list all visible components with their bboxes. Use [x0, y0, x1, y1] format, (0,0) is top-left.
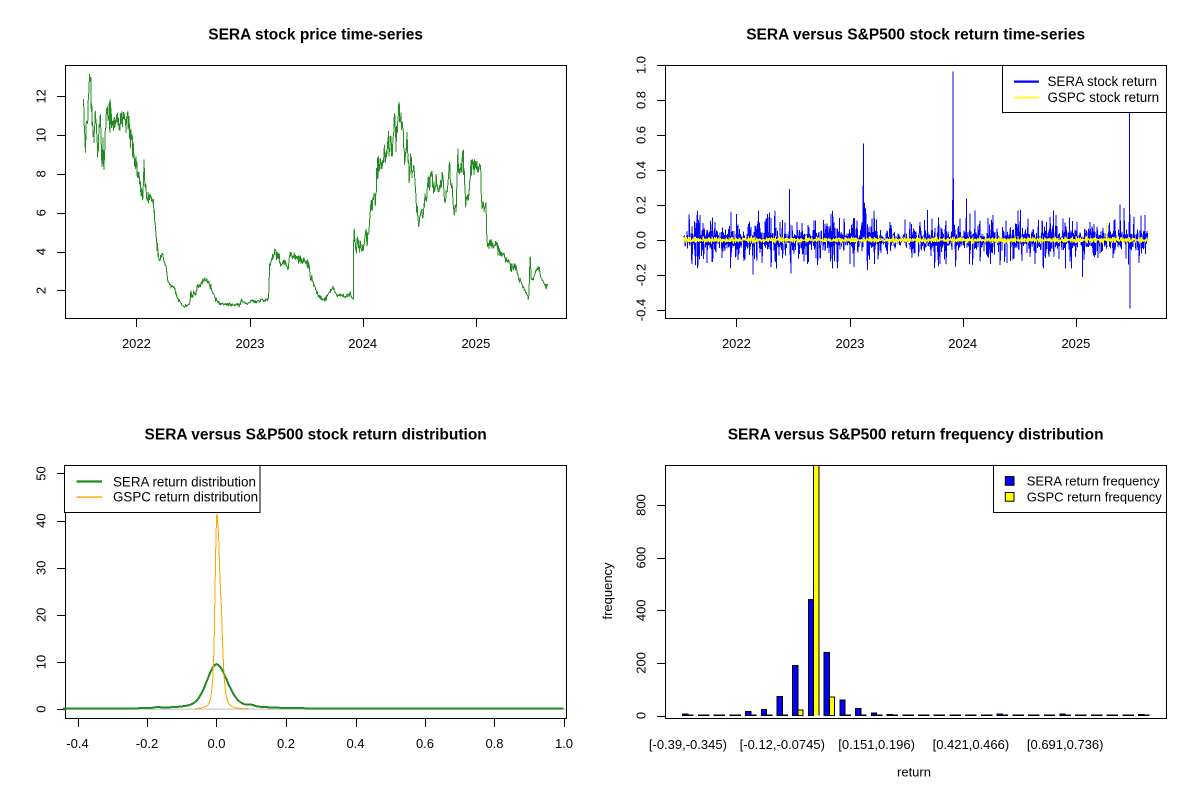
svg-text:10: 10: [33, 128, 48, 142]
svg-text:[-0.39,-0.345): [-0.39,-0.345): [649, 737, 727, 752]
svg-text:-0.2: -0.2: [633, 264, 648, 286]
svg-text:40: 40: [33, 513, 48, 527]
svg-text:SERA return frequency: SERA return frequency: [1027, 474, 1160, 489]
svg-text:2023: 2023: [236, 336, 265, 351]
svg-text:2024: 2024: [348, 336, 377, 351]
svg-text:0: 0: [633, 712, 648, 719]
svg-text:SERA versus S&P500 stock retur: SERA versus S&P500 stock return time-ser…: [746, 27, 1085, 44]
svg-text:-0.4: -0.4: [66, 736, 88, 751]
svg-text:SERA versus S&P500 stock retur: SERA versus S&P500 stock return distribu…: [145, 427, 487, 444]
svg-text:600: 600: [633, 547, 648, 569]
svg-text:-0.2: -0.2: [136, 736, 158, 751]
svg-text:50: 50: [33, 466, 48, 480]
svg-text:800: 800: [633, 494, 648, 516]
svg-text:SERA versus S&P500 return freq: SERA versus S&P500 return frequency dist…: [728, 427, 1104, 444]
svg-text:1.0: 1.0: [555, 736, 573, 751]
svg-text:20: 20: [33, 608, 48, 622]
svg-text:[0.151,0.196): [0.151,0.196): [838, 737, 915, 752]
svg-text:0.8: 0.8: [485, 736, 503, 751]
svg-text:SERA stock return: SERA stock return: [1048, 74, 1157, 89]
svg-text:2025: 2025: [461, 336, 490, 351]
svg-text:[0.691,0.736): [0.691,0.736): [1027, 737, 1104, 752]
svg-text:2022: 2022: [722, 336, 751, 351]
svg-text:2: 2: [33, 287, 48, 294]
svg-text:8: 8: [33, 170, 48, 177]
svg-text:12: 12: [33, 89, 48, 103]
svg-text:0.4: 0.4: [346, 736, 364, 751]
svg-text:400: 400: [633, 599, 648, 621]
svg-text:0.4: 0.4: [633, 161, 648, 179]
svg-text:0.6: 0.6: [633, 126, 648, 144]
svg-text:0.0: 0.0: [207, 736, 225, 751]
svg-text:0.0: 0.0: [633, 231, 648, 249]
svg-text:SERA stock price time-series: SERA stock price time-series: [208, 27, 423, 44]
svg-text:2022: 2022: [122, 336, 151, 351]
svg-text:SERA return distribution: SERA return distribution: [113, 474, 256, 489]
svg-text:GSPC return frequency: GSPC return frequency: [1027, 489, 1163, 504]
svg-text:0.8: 0.8: [633, 91, 648, 109]
svg-text:return: return: [897, 765, 931, 780]
svg-text:0.6: 0.6: [416, 736, 434, 751]
svg-text:1.0: 1.0: [633, 56, 648, 74]
svg-text:2025: 2025: [1061, 336, 1090, 351]
svg-text:frequency: frequency: [600, 562, 615, 620]
svg-text:0.2: 0.2: [277, 736, 295, 751]
svg-text:2024: 2024: [948, 336, 977, 351]
svg-text:200: 200: [633, 652, 648, 674]
svg-text:10: 10: [33, 655, 48, 669]
svg-text:0.2: 0.2: [633, 196, 648, 214]
svg-text:-0.4: -0.4: [633, 299, 648, 321]
svg-text:6: 6: [33, 209, 48, 216]
svg-text:GSPC stock return: GSPC stock return: [1048, 90, 1160, 105]
svg-text:0: 0: [33, 705, 48, 712]
svg-text:GSPC return distribution: GSPC return distribution: [113, 490, 258, 505]
svg-text:[0.421,0.466): [0.421,0.466): [933, 737, 1010, 752]
svg-text:[-0.12,-0.0745): [-0.12,-0.0745): [740, 737, 825, 752]
svg-text:30: 30: [33, 560, 48, 574]
svg-text:2023: 2023: [836, 336, 865, 351]
svg-text:4: 4: [33, 248, 48, 255]
